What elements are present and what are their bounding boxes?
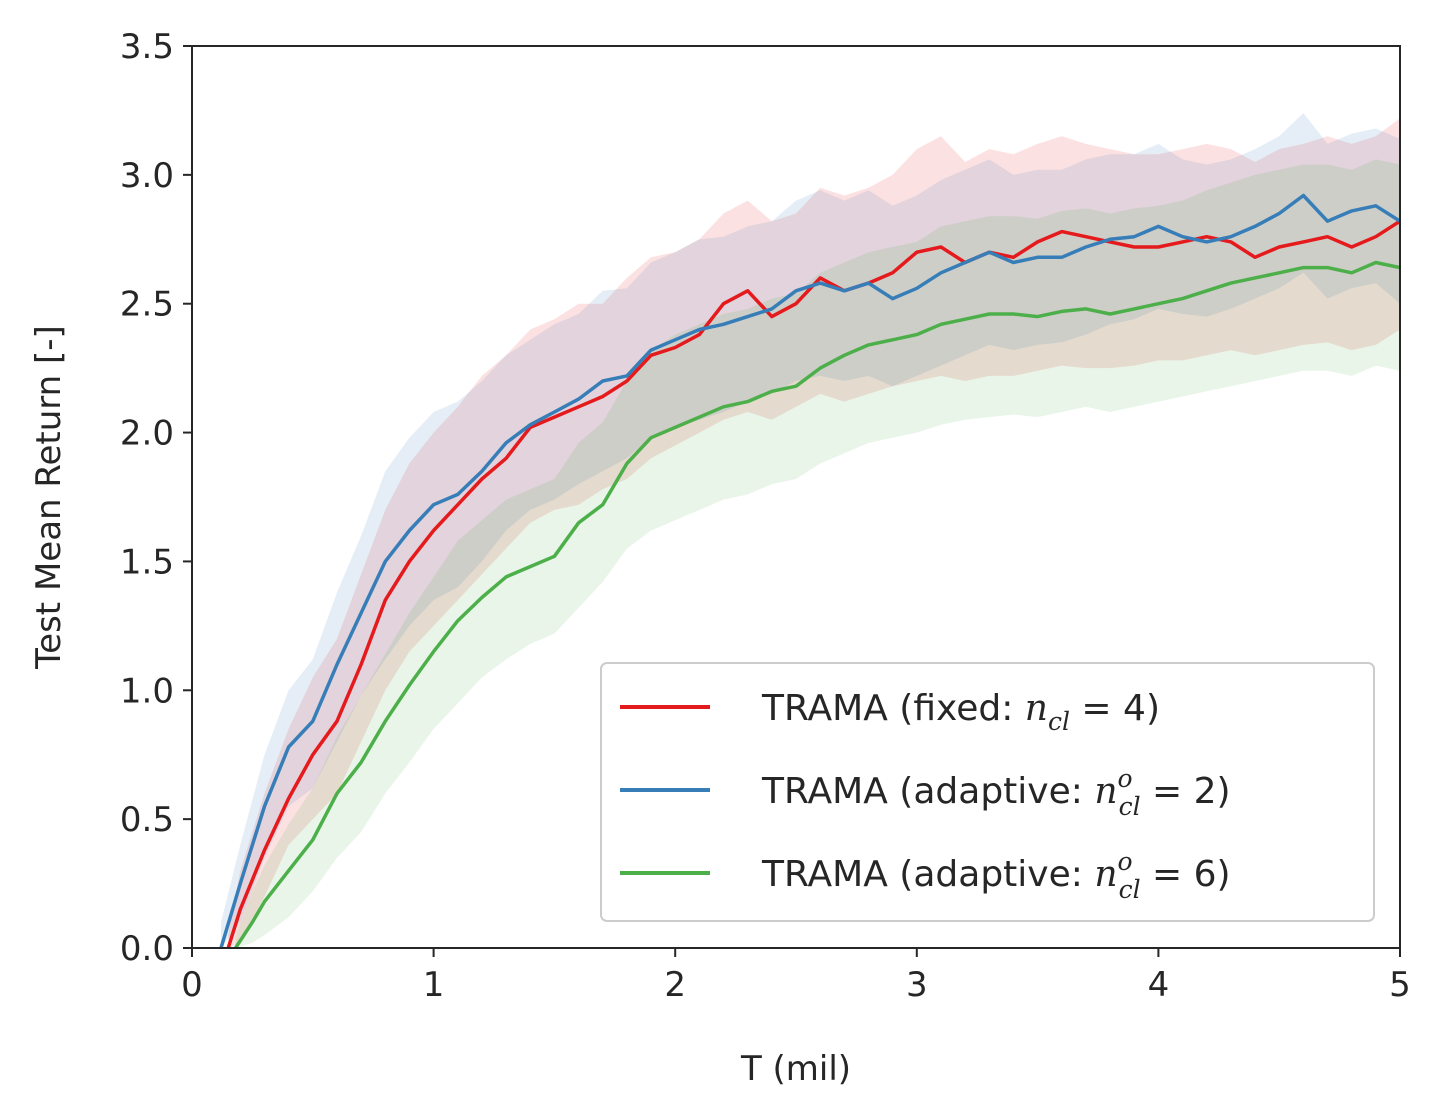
x-tick-label: 5 [1389, 965, 1411, 1005]
y-tick-label: 2.0 [120, 414, 174, 454]
x-tick-label: 2 [664, 965, 686, 1005]
confidence-bands [221, 113, 1400, 948]
legend-label-0: TRAMA (fixed: ncl = 4) [761, 688, 1160, 736]
y-axis-label: Test Mean Return [-] [29, 325, 69, 670]
x-tick-label: 0 [181, 965, 203, 1005]
legend-label-1: TRAMA (adaptive: no cl = 2) [761, 764, 1231, 821]
x-tick-label: 4 [1148, 965, 1170, 1005]
plot-frame [191, 45, 1401, 949]
legend: TRAMA (fixed: ncl = 4) TRAMA (adaptive: n… [600, 662, 1375, 922]
series-band-2 [235, 159, 1400, 948]
y-tick-label: 1.5 [120, 542, 174, 582]
series-band-0 [228, 118, 1400, 948]
x-axis-label: T (mil) [740, 1049, 851, 1089]
axes: 0 1 2 3 4 5 0.0 0.5 1.0 1.5 2.0 2.5 3.0 3.5 [120, 27, 1411, 1005]
y-tick-label: 1.0 [120, 671, 174, 711]
y-tick-label: 0.0 [120, 929, 174, 969]
series-band-1 [221, 113, 1400, 948]
series-line-2 [233, 260, 1400, 948]
x-tick-label: 1 [423, 965, 445, 1005]
legend-box [600, 662, 1375, 922]
series-line-0 [226, 219, 1400, 948]
series-line-1 [219, 193, 1400, 948]
y-tick-label: 2.5 [120, 285, 174, 325]
y-tick-label: 3.5 [120, 27, 174, 67]
x-tick-label: 3 [906, 965, 928, 1005]
y-tick-label: 3.0 [120, 156, 174, 196]
series-lines [219, 193, 1400, 948]
y-tick-label: 0.5 [120, 800, 174, 840]
legend-label-2: TRAMA (adaptive: no cl = 6) [761, 847, 1231, 904]
